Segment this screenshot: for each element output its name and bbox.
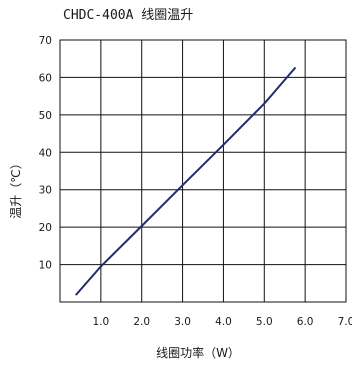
series-layer xyxy=(75,67,296,296)
chart-title: CHDC-400A 线圈温升 xyxy=(63,8,193,23)
x-tick-label: 6.0 xyxy=(297,316,314,328)
y-axis-label: 温升（℃） xyxy=(9,157,23,218)
tick-labels: 1.0 2.0 3.0 4.0 5.0 6.0 7.0 10 20 30 40 50 60 70 xyxy=(39,35,352,328)
x-axis-label: 线圈功率（W） xyxy=(156,345,240,360)
plot-frame xyxy=(59,39,347,303)
x-tick-label: 7.0 xyxy=(338,316,352,328)
x-tick-label: 1.0 xyxy=(93,316,110,328)
y-tick-label: 50 xyxy=(39,110,52,122)
x-tick-label: 2.0 xyxy=(133,316,150,328)
x-tick-label: 4.0 xyxy=(215,316,232,328)
y-tick-label: 60 xyxy=(39,72,52,84)
y-tick-label: 20 xyxy=(39,222,52,234)
series-line xyxy=(75,67,296,296)
y-tick-label: 30 xyxy=(39,185,52,197)
y-tick-label: 10 xyxy=(39,260,52,272)
x-tick-label: 5.0 xyxy=(256,316,273,328)
y-tick-label: 70 xyxy=(39,35,52,47)
y-tick-label: 40 xyxy=(39,147,52,159)
grid xyxy=(59,39,347,303)
x-tick-label: 3.0 xyxy=(174,316,191,328)
